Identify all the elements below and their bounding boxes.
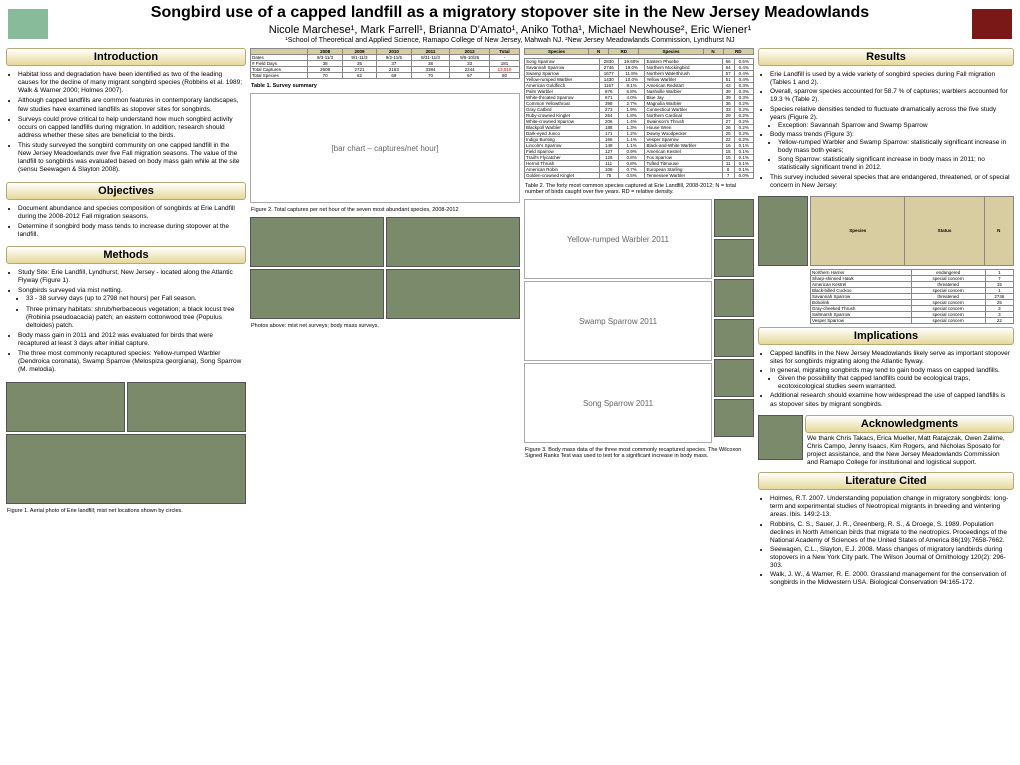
ack-text: We thank Chris Takacs, Erica Mueller, Ma…	[805, 433, 1014, 470]
intro-bullet: Although capped landfills are common fea…	[18, 97, 244, 113]
intro-bullet: This study surveyed the songbird communi…	[18, 142, 244, 175]
impl-bullet: Capped landfills in the New Jersey Meado…	[770, 350, 1012, 366]
impl-sub: Given the possibility that capped landfi…	[778, 375, 1012, 391]
res-bullet: Overall, sparrow species accounted for 5…	[770, 88, 1012, 104]
intro-bullet: Habitat loss and degradation have been i…	[18, 71, 244, 95]
res-sub: Yellow-rumped Warbler and Swamp Sparrow:…	[778, 139, 1012, 155]
logo-left	[8, 9, 48, 39]
mist-photo	[386, 217, 520, 267]
bird-photo-col	[714, 199, 754, 443]
table1: 20082009201020112012Total Dates9/3-11/39…	[250, 48, 520, 79]
bird-photo	[714, 279, 754, 317]
fig2-caption: Figure 2. Total captures per net hour of…	[250, 206, 520, 214]
intro-bullet: Surveys could prove critical to help und…	[18, 116, 244, 140]
mist-photo	[250, 217, 384, 267]
mist-photo	[386, 269, 520, 319]
intro-content: Habitat loss and degradation have been i…	[6, 69, 246, 179]
res-sub: Exception: Savannah Sparrow and Swamp Sp…	[778, 122, 1012, 130]
status-body: Northern Harrierendangered1Sharp-shinned…	[810, 269, 1014, 324]
res-bullet: Body mass trends (Figure 3): Yellow-rump…	[770, 131, 1012, 173]
bird-photo	[714, 319, 754, 357]
poster-root: Songbird use of a capped landfill as a m…	[0, 0, 1020, 765]
table1-title: Table 1. Survey summary	[250, 82, 520, 90]
lit-item: Seewagen, C.L., Slayton, E.J. 2008. Mass…	[770, 546, 1012, 570]
methods-bullet: Songbirds surveyed via mist netting. 33 …	[18, 287, 244, 330]
methods-header: Methods	[6, 246, 246, 264]
chart-swsp: Swamp Sparrow 2011	[524, 281, 712, 361]
res-bullet: Erie Landfill is used by a wide variety …	[770, 71, 1012, 87]
chart-yrw: Yellow-rumped Warbler 2011	[524, 199, 712, 279]
res-sub: Song Sparrow: statistically significant …	[778, 156, 1012, 172]
methods-bullet: The three most commonly recaptured speci…	[18, 350, 244, 374]
lit-content: Holmes, R.T. 2007. Understanding populat…	[758, 493, 1014, 590]
chart-sosp: Song Sparrow 2011	[524, 363, 712, 443]
impl-bullet: In general, migrating songbirds may tend…	[770, 367, 1012, 391]
fig3-caption: Figure 3. Body mass data of the three mo…	[524, 446, 754, 460]
status-table: SpeciesStatusN	[810, 196, 1014, 266]
impl-bullet: Additional research should examine how w…	[770, 392, 1012, 408]
ack-header: Acknowledgments	[805, 415, 1014, 433]
mist-caption: Photos above: mist net surveys; body mas…	[250, 322, 520, 330]
results-content: Erie Landfill is used by a wide variety …	[758, 69, 1014, 193]
header: Songbird use of a capped landfill as a m…	[0, 0, 1020, 48]
mist-photos	[250, 217, 520, 319]
lit-item: Holmes, R.T. 2007. Understanding populat…	[770, 495, 1012, 519]
obj-content: Document abundance and species compositi…	[6, 203, 246, 244]
methods-bullet: Body mass gain in 2011 and 2012 was eval…	[18, 332, 244, 348]
col-3: SpeciesNRDSpeciesNRD Song Sparrow283019.…	[524, 48, 754, 759]
status-row: SpeciesStatusN	[758, 196, 1014, 266]
aerial-photo-main	[6, 434, 246, 504]
col-1: Introduction Habitat loss and degradatio…	[6, 48, 246, 759]
bird-photo	[714, 199, 754, 237]
obj-bullet: Determine if songbird body mass tends to…	[18, 223, 244, 239]
res-bullet: This survey included several species tha…	[770, 174, 1012, 190]
methods-sub: Three primary habitats: shrub/herbaceous…	[26, 306, 244, 330]
methods-content: Study Site: Erie Landfill, Lyndhurst, Ne…	[6, 267, 246, 379]
obj-bullet: Document abundance and species compositi…	[18, 205, 244, 221]
aerial-photo	[6, 382, 125, 432]
res-bullet: Species relative densities tended to flu…	[770, 106, 1012, 130]
table2-title: Table 2. The forty most common species c…	[524, 182, 754, 196]
authors: Nicole Marchese¹, Mark Farrell¹, Brianna…	[56, 24, 964, 36]
fig1-photos	[6, 382, 246, 504]
fig1-caption: Figure 1. Aerial photo of Erie landfill;…	[6, 507, 246, 515]
table2: SpeciesNRDSpeciesNRD	[524, 48, 754, 55]
impl-header: Implications	[758, 327, 1014, 345]
fig3-row: Yellow-rumped Warbler 2011 Swamp Sparrow…	[524, 199, 754, 443]
bird-photo	[714, 239, 754, 277]
intro-header: Introduction	[6, 48, 246, 66]
lit-item: Walk, J. W., & Warner, R. E. 2000. Grass…	[770, 571, 1012, 587]
poster-title: Songbird use of a capped landfill as a m…	[56, 4, 964, 22]
obj-header: Objectives	[6, 182, 246, 200]
results-header: Results	[758, 48, 1014, 66]
mist-photo	[250, 269, 384, 319]
body-area: Introduction Habitat loss and degradatio…	[0, 48, 1020, 765]
affiliations: ¹School of Theoretical and Applied Scien…	[56, 37, 964, 44]
title-block: Songbird use of a capped landfill as a m…	[56, 4, 964, 44]
bird-photo	[714, 399, 754, 437]
lit-header: Literature Cited	[758, 472, 1014, 490]
ack-row: Acknowledgments We thank Chris Takacs, E…	[758, 415, 1014, 470]
bird-photo	[714, 359, 754, 397]
ack-photo	[758, 415, 803, 460]
aerial-photo	[127, 382, 246, 432]
methods-sub: 33 - 38 survey days (up to 2798 net hour…	[26, 295, 244, 303]
impl-content: Capped landfills in the New Jersey Meado…	[758, 348, 1014, 412]
table2-body: Song Sparrow283019.60%Eastern Phoebe660.…	[524, 58, 754, 179]
logo-right	[972, 9, 1012, 39]
col-2: 20082009201020112012Total Dates9/3-11/39…	[250, 48, 520, 759]
methods-bullet: Study Site: Erie Landfill, Lyndhurst, Ne…	[18, 269, 244, 285]
fig2-chart: [bar chart – captures/net hour]	[250, 93, 520, 203]
status-photo	[758, 196, 808, 266]
col-4: Results Erie Landfill is used by a wide …	[758, 48, 1014, 759]
lit-item: Robbins, C. S., Sauer, J. R., Greenberg,…	[770, 521, 1012, 545]
